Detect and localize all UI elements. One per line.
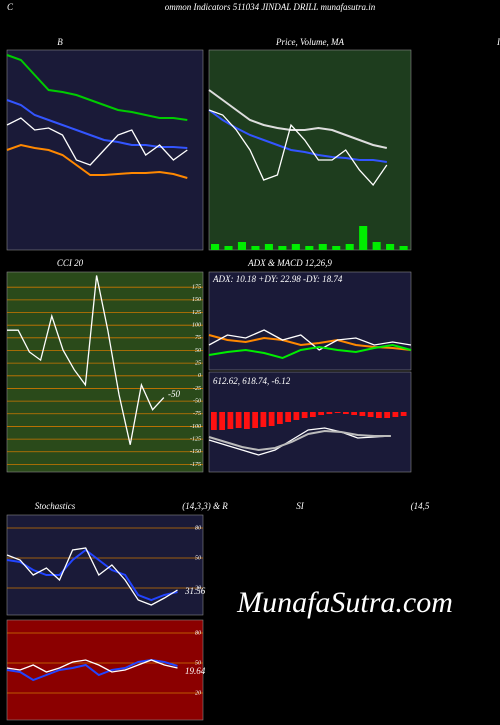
y-tick-label: 175 xyxy=(192,285,201,291)
series-line xyxy=(7,275,165,445)
series-line xyxy=(208,329,412,351)
volume-bar xyxy=(305,246,314,250)
y-tick-label: 50 xyxy=(195,555,201,561)
header-right: I xyxy=(496,37,500,47)
histogram-bar xyxy=(268,412,275,426)
y-tick-label: 125 xyxy=(192,310,201,316)
header-title: ommon Indicators 511034 JINDAL DRILL mun… xyxy=(165,2,376,12)
chart-title: CCI 20 xyxy=(57,258,84,268)
histogram-bar xyxy=(260,412,267,427)
panel xyxy=(208,49,412,251)
y-tick-label: 20 xyxy=(195,585,201,591)
volume-bar xyxy=(332,246,341,250)
panel xyxy=(208,271,412,371)
volume-bar xyxy=(372,242,381,250)
series-line xyxy=(6,659,178,673)
histogram-bar xyxy=(400,412,407,416)
volume-bar xyxy=(251,246,260,250)
histogram-bar xyxy=(310,412,316,417)
panel xyxy=(6,271,204,473)
histogram-bar xyxy=(351,412,358,415)
y-tick-label: -25 xyxy=(193,386,201,392)
y-tick-label: 80 xyxy=(195,525,201,531)
watermark: MunafaSutra.com xyxy=(236,586,453,619)
panel xyxy=(6,49,204,251)
histogram-bar xyxy=(359,412,366,416)
annotation: 19.64 xyxy=(185,666,206,676)
y-tick-label: -75 xyxy=(193,411,201,417)
chart-title: ADX & MACD 12,26,9 xyxy=(247,258,332,268)
chart-title: SI xyxy=(296,501,305,511)
histogram-bar xyxy=(285,412,292,422)
volume-bar xyxy=(224,246,233,250)
histogram-bar xyxy=(219,412,226,430)
chart-title: Stochastics xyxy=(35,501,76,511)
volume-bar xyxy=(359,226,368,250)
histogram-bar xyxy=(235,412,242,428)
series-line xyxy=(208,427,391,456)
y-tick-label: -100 xyxy=(190,424,201,430)
volume-bar xyxy=(211,244,220,250)
y-tick-label: 80 xyxy=(195,630,201,636)
series-line xyxy=(208,109,387,163)
histogram-bar xyxy=(244,412,250,429)
annotation: -50 xyxy=(168,389,180,399)
panel xyxy=(6,619,204,721)
annotation: 612.62, 618.74, -6.12 xyxy=(213,376,291,386)
histogram-bar xyxy=(326,412,333,414)
y-tick-label: 0 xyxy=(198,373,201,379)
y-tick-label: -175 xyxy=(190,462,201,468)
y-tick-label: 20 xyxy=(195,690,201,696)
volume-bar xyxy=(264,244,273,250)
chart-subtitle: (14,5 xyxy=(411,501,430,511)
histogram-bar xyxy=(252,412,259,428)
histogram-bar xyxy=(392,412,399,417)
histogram-bar xyxy=(334,412,341,413)
annotation: ADX: 10.18 +DY: 22.98 -DY: 18.74 xyxy=(212,274,343,284)
series-line xyxy=(6,117,188,166)
y-tick-label: 50 xyxy=(195,660,201,666)
chart-title: Price, Volume, MA xyxy=(275,37,344,47)
volume-bar xyxy=(345,244,354,250)
series-line xyxy=(6,143,188,179)
series-line xyxy=(6,54,188,121)
panel xyxy=(208,371,412,473)
series-line xyxy=(6,548,178,602)
y-tick-label: -125 xyxy=(190,436,201,442)
y-tick-label: 25 xyxy=(195,361,201,367)
histogram-bar xyxy=(384,412,391,418)
series-line xyxy=(6,547,178,606)
volume-bar xyxy=(318,244,327,250)
volume-bar xyxy=(278,246,287,250)
volume-bar xyxy=(386,244,395,250)
chart-title: B xyxy=(57,37,63,47)
histogram-bar xyxy=(211,412,217,430)
histogram-bar xyxy=(318,412,325,415)
histogram-bar xyxy=(277,412,283,424)
histogram-bar xyxy=(367,412,374,417)
y-tick-label: 150 xyxy=(192,297,201,303)
histogram-bar xyxy=(376,412,382,418)
annotation: 31.56 xyxy=(184,586,206,596)
header-left: C xyxy=(7,2,14,12)
y-tick-label: 100 xyxy=(192,323,201,329)
histogram-bar xyxy=(301,412,308,418)
series-line xyxy=(208,343,412,360)
y-tick-label: 50 xyxy=(195,348,201,354)
histogram-bar xyxy=(293,412,300,420)
series-line xyxy=(208,89,388,149)
y-tick-label: 75 xyxy=(195,335,201,341)
chart-subtitle: (14,3,3) & R xyxy=(182,501,228,511)
y-tick-label: -50 xyxy=(193,398,201,404)
volume-bar xyxy=(291,244,300,250)
volume-bar xyxy=(237,242,247,250)
volume-bar xyxy=(399,246,408,250)
histogram-bar xyxy=(227,412,234,429)
histogram-bar xyxy=(343,412,349,414)
series-line xyxy=(208,429,391,452)
series-line xyxy=(208,109,388,187)
y-tick-label: -150 xyxy=(190,449,201,455)
